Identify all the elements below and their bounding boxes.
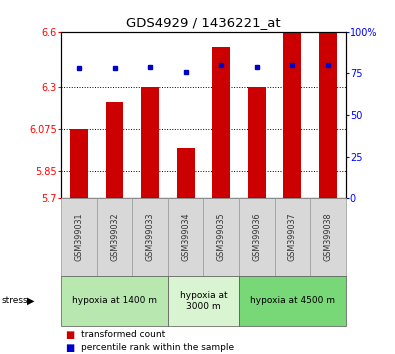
Text: GSM399033: GSM399033	[146, 213, 154, 262]
Text: ■: ■	[65, 343, 74, 353]
Bar	[168, 198, 203, 276]
Bar	[275, 198, 310, 276]
Bar	[319, 32, 337, 198]
Bar	[70, 129, 88, 198]
Text: ▶: ▶	[27, 296, 34, 306]
Text: hypoxia at
3000 m: hypoxia at 3000 m	[180, 291, 227, 310]
Bar	[132, 198, 168, 276]
Bar	[106, 102, 123, 198]
Bar	[61, 276, 168, 326]
Bar	[213, 47, 230, 198]
Text: GSM399037: GSM399037	[288, 213, 297, 262]
Text: percentile rank within the sample: percentile rank within the sample	[81, 343, 234, 352]
Text: hypoxia at 1400 m: hypoxia at 1400 m	[72, 296, 157, 306]
Text: hypoxia at 4500 m: hypoxia at 4500 m	[250, 296, 335, 306]
Bar	[203, 198, 239, 276]
Text: ■: ■	[65, 330, 74, 339]
Bar	[239, 276, 346, 326]
Text: GSM399038: GSM399038	[324, 213, 332, 262]
Text: GSM399032: GSM399032	[110, 213, 119, 262]
Text: GDS4929 / 1436221_at: GDS4929 / 1436221_at	[126, 16, 281, 29]
Bar	[284, 32, 301, 198]
Bar	[177, 148, 194, 198]
Bar	[168, 276, 239, 326]
Bar	[310, 198, 346, 276]
Text: GSM399031: GSM399031	[75, 213, 83, 262]
Bar	[239, 198, 275, 276]
Bar	[141, 87, 159, 198]
Bar	[97, 198, 132, 276]
Text: GSM399034: GSM399034	[181, 213, 190, 262]
Bar	[61, 198, 97, 276]
Text: GSM399035: GSM399035	[217, 213, 226, 262]
Text: GSM399036: GSM399036	[252, 213, 261, 262]
Text: stress: stress	[2, 296, 28, 306]
Text: transformed count: transformed count	[81, 330, 165, 339]
Bar	[248, 87, 265, 198]
